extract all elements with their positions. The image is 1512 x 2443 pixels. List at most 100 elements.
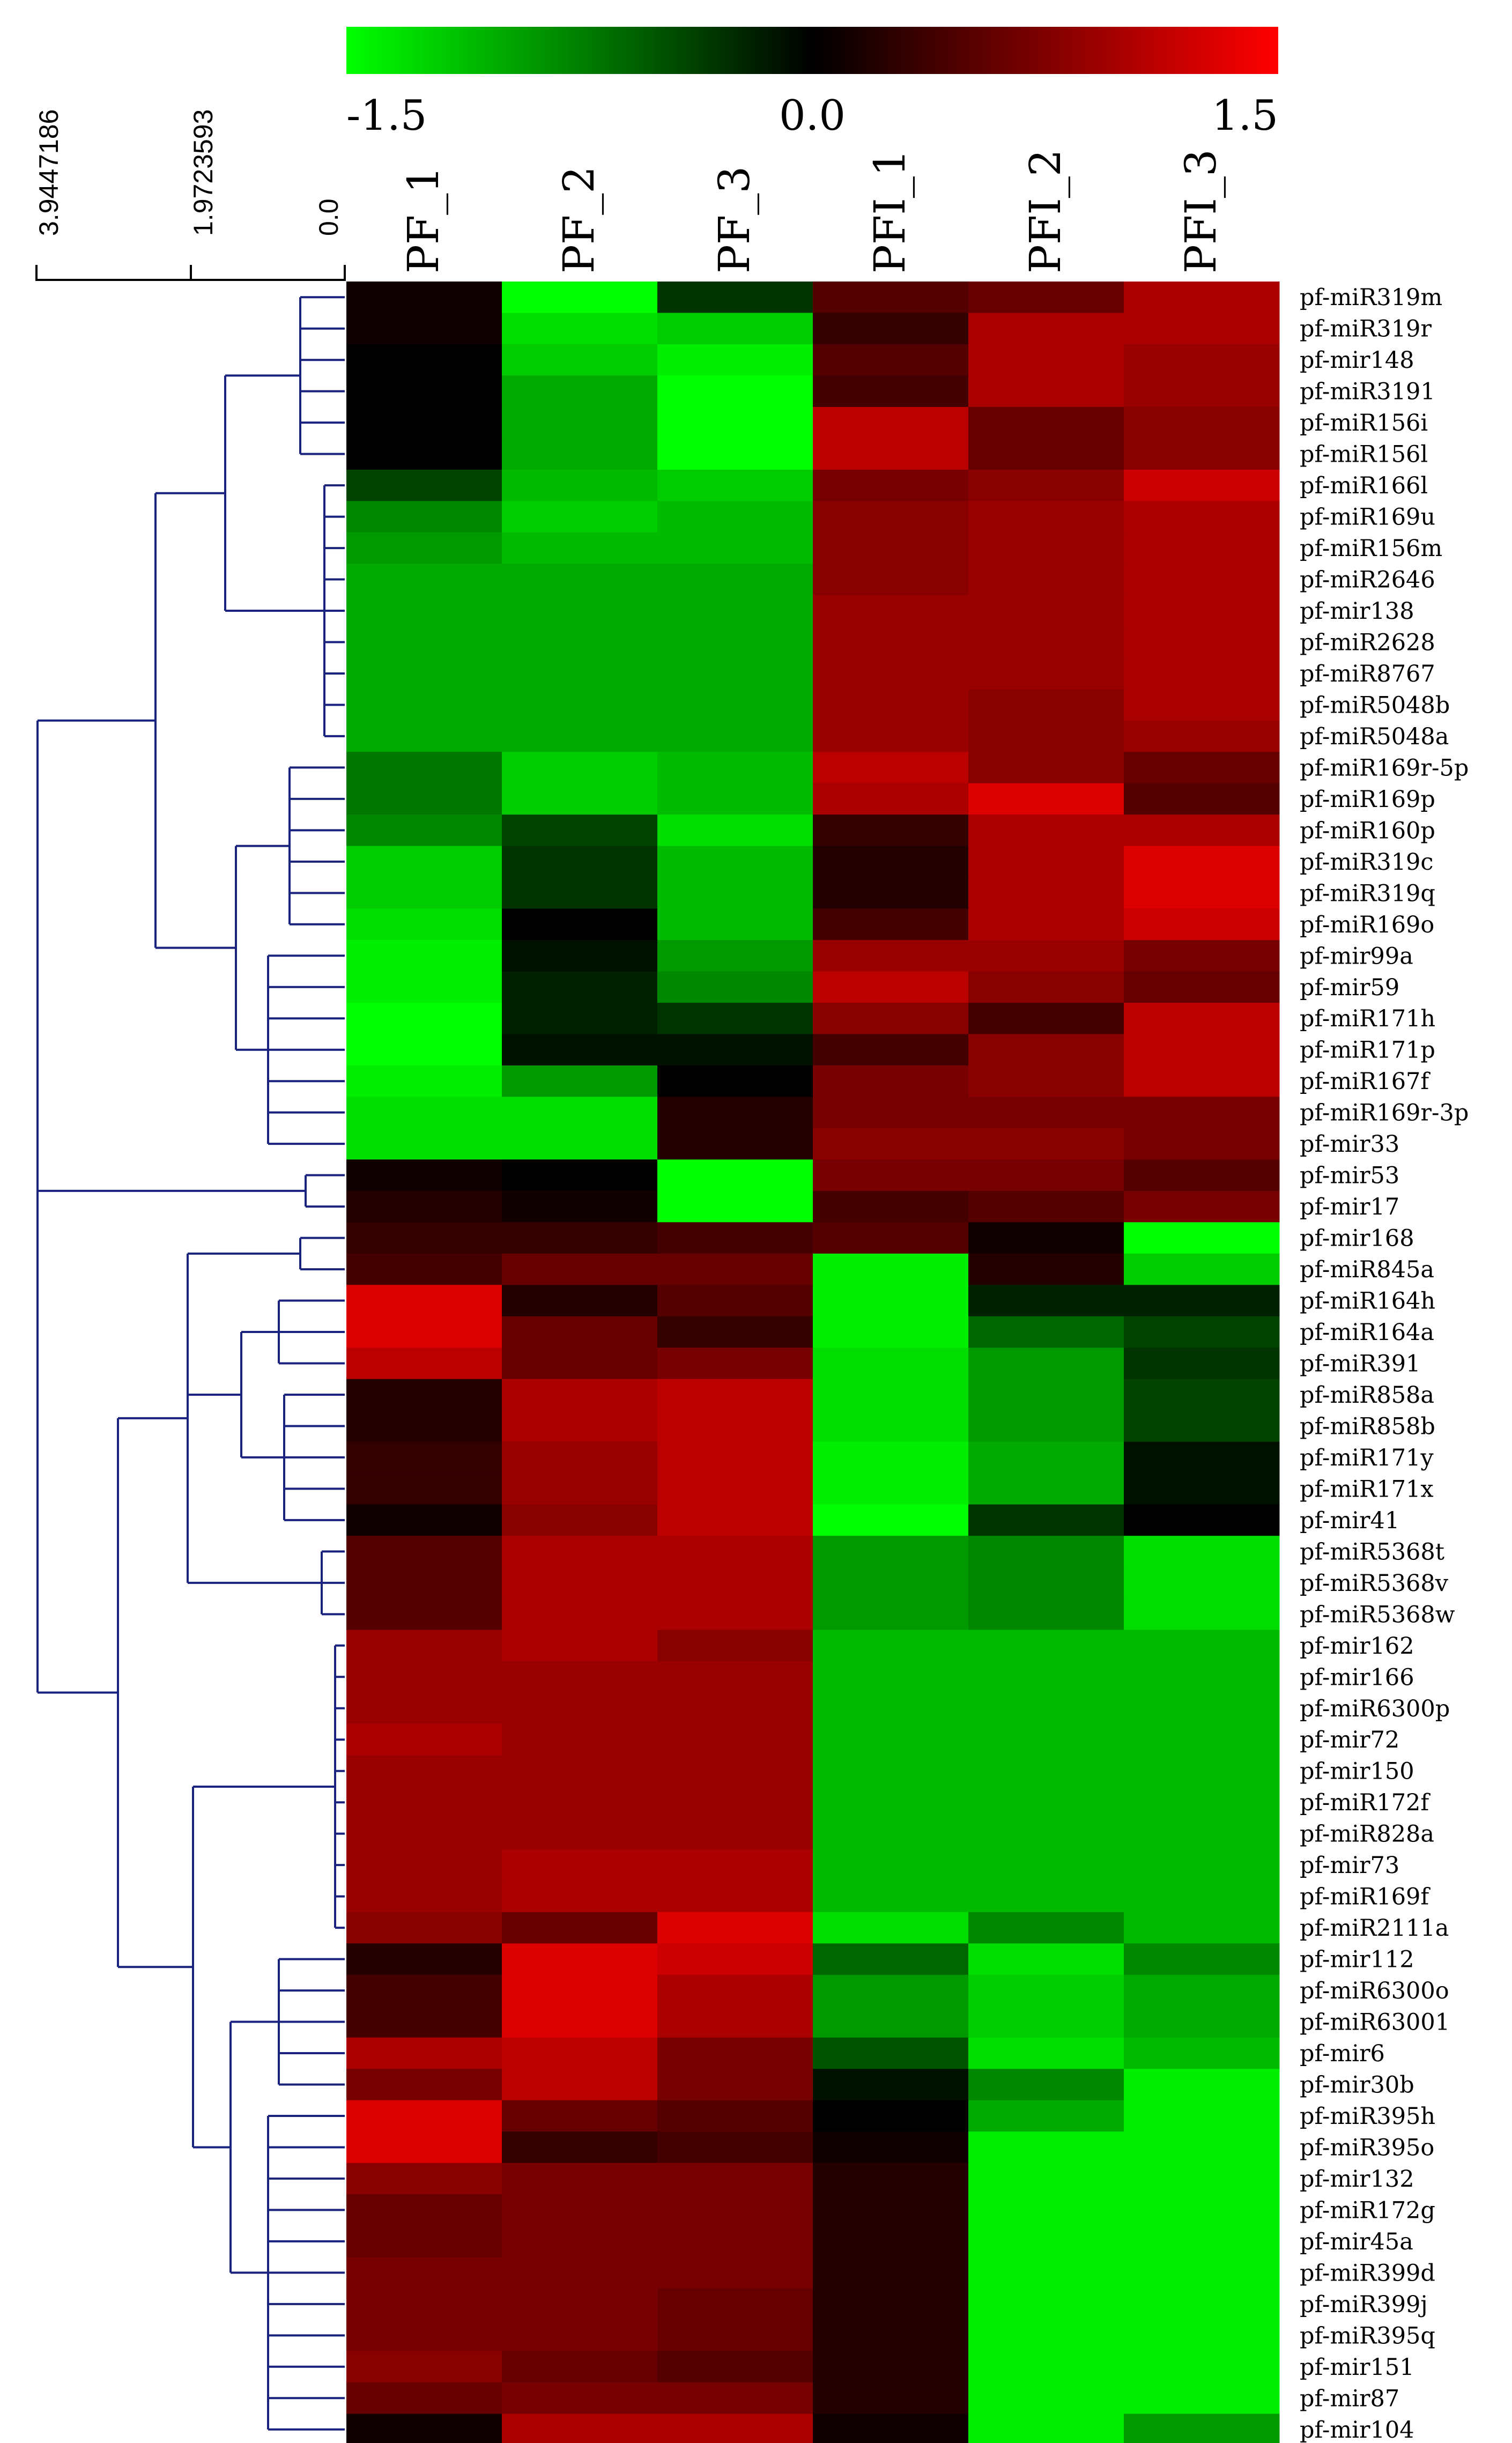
heatmap-cell <box>346 469 502 501</box>
row-label: pf-mir17 <box>1300 1194 1399 1220</box>
heatmap-cell <box>1124 1410 1280 1442</box>
heatmap-cell <box>346 1410 502 1442</box>
heatmap-cell <box>502 2194 658 2226</box>
heatmap-cell <box>346 2037 502 2069</box>
heatmap-cell <box>502 1410 658 1442</box>
heatmap-cell <box>813 1379 969 1411</box>
heatmap-cell <box>657 1786 813 1818</box>
heatmap-cell <box>968 971 1124 1003</box>
heatmap-cell <box>657 1536 813 1568</box>
heatmap-cell <box>502 344 658 376</box>
heatmap-cell <box>968 1065 1124 1097</box>
heatmap-cell <box>346 1912 502 1944</box>
heatmap-cell <box>1124 2131 1280 2164</box>
heatmap-cell <box>968 1348 1124 1380</box>
heatmap-cell <box>968 1536 1124 1568</box>
heatmap-cell <box>502 2382 658 2415</box>
heatmap-cell <box>657 438 813 470</box>
heatmap-cell <box>813 1003 969 1034</box>
heatmap-cell <box>657 2037 813 2069</box>
heatmap-cell <box>968 1504 1124 1536</box>
heatmap-cell <box>968 2163 1124 2195</box>
heatmap-cell <box>502 1316 658 1348</box>
heatmap-cell <box>346 282 502 313</box>
heatmap-cell <box>813 1473 969 1505</box>
row-label: pf-mir112 <box>1300 1946 1414 1973</box>
heatmap-cell <box>346 657 502 690</box>
heatmap-cell <box>657 1818 813 1850</box>
heatmap-cell <box>502 438 658 470</box>
heatmap-cell <box>657 1974 813 2007</box>
heatmap-cell <box>813 1630 969 1662</box>
heatmap-cell <box>813 1348 969 1380</box>
heatmap-cell <box>1124 375 1280 408</box>
row-label: pf-miR169p <box>1300 786 1435 813</box>
heatmap-cell <box>1124 2037 1280 2069</box>
heatmap-cell <box>657 1379 813 1411</box>
row-label: pf-mir162 <box>1300 1633 1414 1660</box>
row-label: pf-mir45a <box>1300 2229 1413 2255</box>
heatmap-cell <box>346 1348 502 1380</box>
heatmap-cell <box>813 2194 969 2226</box>
heatmap-cell <box>502 469 658 501</box>
heatmap-cell <box>502 1348 658 1380</box>
heatmap-cell <box>968 2225 1124 2257</box>
heatmap-cell <box>1124 1348 1280 1380</box>
color-scale-tick-mid: 0.0 <box>779 92 846 140</box>
heatmap-cell <box>346 1504 502 1536</box>
heatmap-cell <box>1124 2351 1280 2383</box>
row-label: pf-mir41 <box>1300 1507 1399 1534</box>
heatmap-cell <box>813 2257 969 2289</box>
heatmap-cell <box>968 846 1124 878</box>
heatmap-cell <box>346 438 502 470</box>
heatmap-cell <box>1124 1128 1280 1160</box>
heatmap-cell <box>968 313 1124 345</box>
heatmap-cell <box>813 1692 969 1724</box>
heatmap-cell <box>502 2320 658 2352</box>
heatmap-cell <box>502 2006 658 2038</box>
heatmap-cell <box>813 2225 969 2257</box>
heatmap-cell <box>657 752 813 784</box>
heatmap-cell <box>346 1065 502 1097</box>
heatmap-cell <box>1124 344 1280 376</box>
heatmap-cell <box>657 469 813 501</box>
heatmap-cell <box>1124 1159 1280 1191</box>
heatmap-cell <box>813 1974 969 2007</box>
heatmap-cell <box>968 2257 1124 2289</box>
heatmap-cell <box>502 2100 658 2132</box>
heatmap-cell <box>1124 438 1280 470</box>
heatmap-cell <box>813 1285 969 1317</box>
heatmap-cell <box>813 1755 969 1787</box>
heatmap-cell <box>1124 1786 1280 1818</box>
heatmap-cell <box>346 1128 502 1160</box>
heatmap-cell <box>1124 1881 1280 1913</box>
heatmap-cell <box>813 657 969 690</box>
heatmap-cell <box>657 1849 813 1881</box>
heatmap-cell <box>1124 1285 1280 1317</box>
heatmap-cell <box>657 313 813 345</box>
heatmap-cell <box>346 564 502 596</box>
heatmap-cell <box>657 344 813 376</box>
heatmap-cell <box>657 1159 813 1191</box>
heatmap-cell <box>502 971 658 1003</box>
heatmap-cell <box>346 2382 502 2415</box>
heatmap-cell <box>346 1441 502 1474</box>
heatmap-cell <box>1124 657 1280 690</box>
heatmap-cell <box>813 1128 969 1160</box>
heatmap-cell <box>346 1159 502 1191</box>
heatmap-cell <box>502 1755 658 1787</box>
heatmap-cell <box>657 501 813 533</box>
heatmap-cell <box>813 406 969 439</box>
heatmap-cell <box>813 469 969 501</box>
row-label: pf-mir6 <box>1300 2040 1385 2067</box>
heatmap-cell <box>502 2414 658 2443</box>
heatmap-cell <box>346 908 502 941</box>
heatmap-cell <box>968 501 1124 533</box>
heatmap-cell <box>1124 1755 1280 1787</box>
heatmap-cell <box>968 1692 1124 1724</box>
heatmap-cell <box>1124 595 1280 627</box>
row-label: pf-miR166l <box>1300 472 1428 499</box>
heatmap-cell <box>346 971 502 1003</box>
heatmap-cell <box>346 2414 502 2443</box>
heatmap-cell <box>1124 1097 1280 1129</box>
